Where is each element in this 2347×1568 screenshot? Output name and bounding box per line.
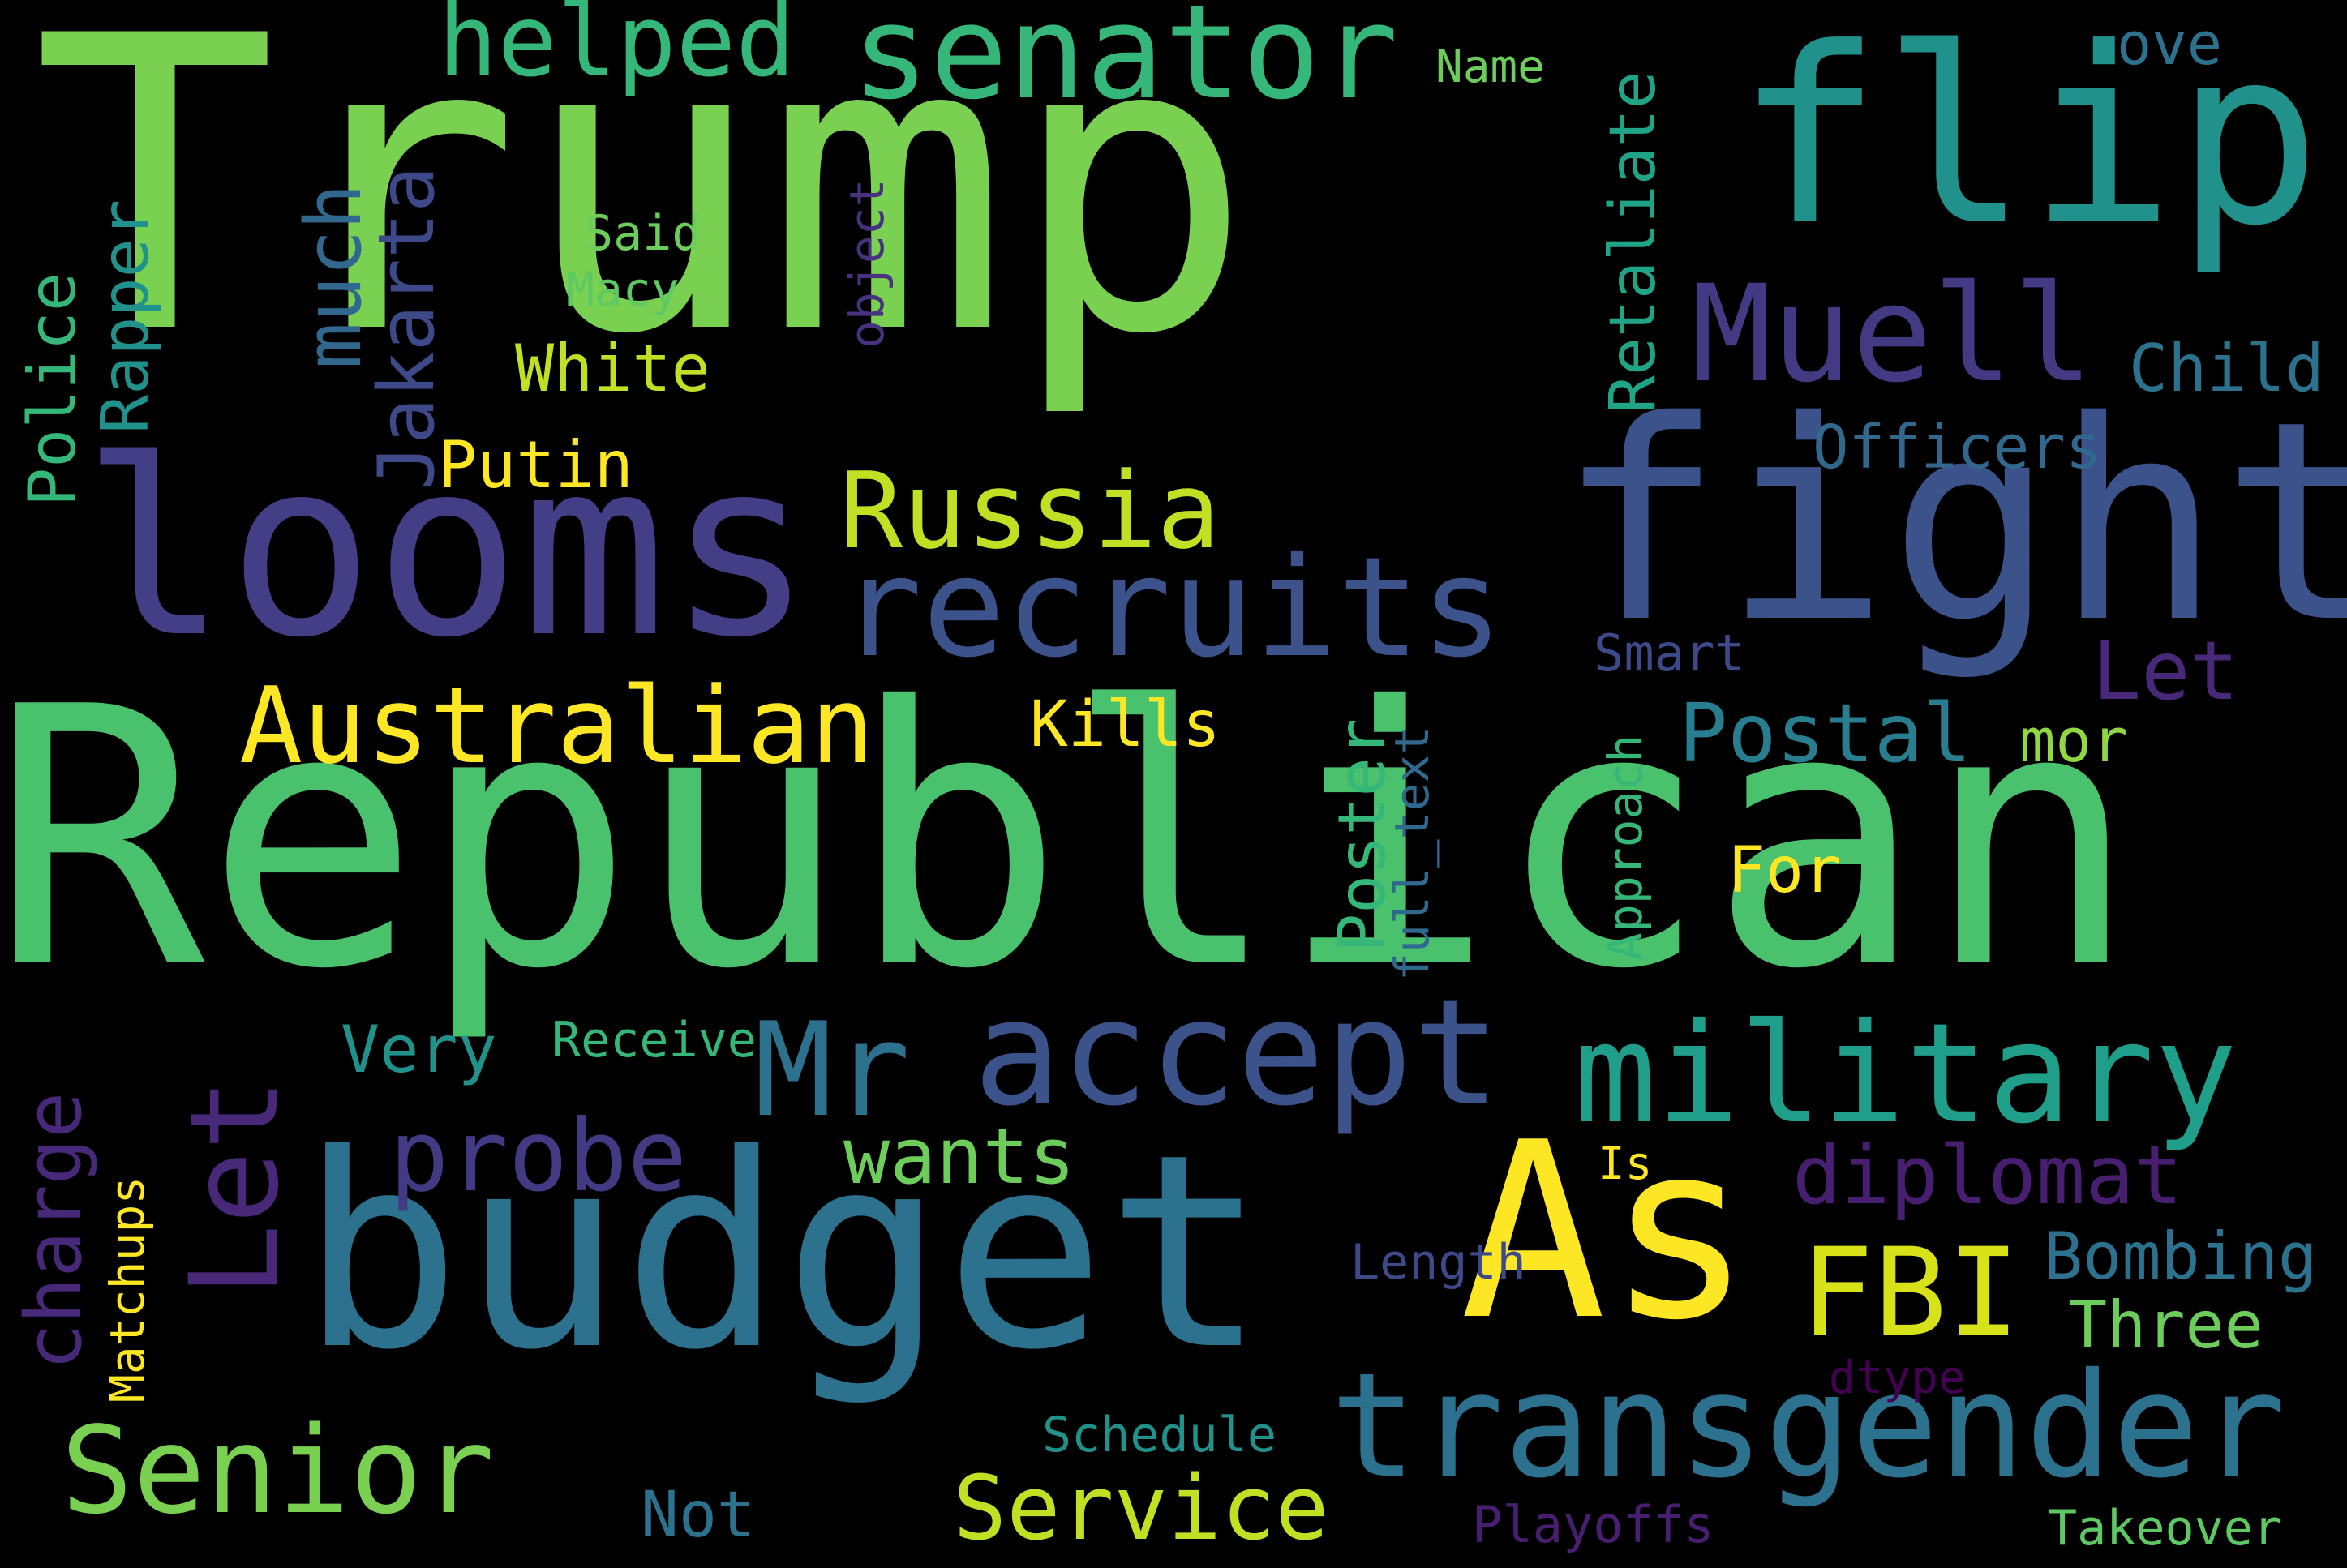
word-military: military bbox=[1573, 994, 2238, 1155]
word-police: Police bbox=[15, 272, 90, 507]
word-macy: Name bbox=[1435, 41, 1545, 93]
word-let-rotated: Let bbox=[165, 1077, 306, 1297]
word-schedule: Takeover bbox=[2048, 1500, 2282, 1557]
word-name: Said bbox=[584, 205, 702, 262]
word-jakarta: Jakarta bbox=[363, 165, 452, 491]
word-very: Child bbox=[2129, 331, 2324, 406]
word-putin: Three bbox=[2068, 1287, 2263, 1363]
word-three: Bombing bbox=[2044, 1219, 2318, 1294]
word-mr: Mr bbox=[754, 994, 911, 1146]
word-as: As bbox=[1460, 1090, 1753, 1373]
word-service: Service bbox=[953, 1456, 1329, 1560]
word-mor: Let bbox=[2092, 623, 2239, 718]
word-white: Officers bbox=[1813, 413, 2102, 482]
word-trump: Trump bbox=[32, 0, 1254, 422]
word-not: Very bbox=[341, 1012, 497, 1087]
word-helped: helped bbox=[438, 0, 796, 99]
word-kills: Not bbox=[641, 1479, 755, 1552]
word-fbi: FBI bbox=[1800, 1223, 2020, 1364]
word-for: Kills bbox=[1030, 688, 1221, 761]
word-length: Receive bbox=[551, 1012, 757, 1069]
word-accept: accept bbox=[973, 969, 1501, 1138]
word-fight: fight bbox=[1557, 362, 2347, 683]
word-retaliate: Retaliate bbox=[1597, 71, 1670, 413]
word-smart: ove bbox=[2117, 10, 2223, 78]
word-child: White bbox=[515, 331, 710, 406]
word-ove: For bbox=[1727, 834, 1842, 907]
word-postal: Postal bbox=[1679, 686, 1972, 781]
word-rapper: Rapper bbox=[88, 199, 163, 434]
word-republican: Republican bbox=[0, 632, 2139, 1047]
word-takeover: Playoffs bbox=[1472, 1495, 1714, 1554]
word-odds: dtype bbox=[1829, 1352, 1966, 1404]
word-officers: Putin bbox=[438, 427, 633, 503]
word-is: Macy bbox=[566, 262, 680, 317]
word-approach: Approach bbox=[1598, 734, 1653, 961]
word-playoffs: Smart bbox=[1594, 623, 1745, 683]
word-senior: Senior bbox=[61, 1401, 495, 1540]
word-object: object bbox=[839, 178, 895, 349]
word-charge: charge bbox=[10, 1091, 99, 1370]
word-dtype: Is bbox=[1598, 1137, 1653, 1190]
word-diplomat: diplomat bbox=[1792, 1128, 2183, 1223]
word-said: Length bbox=[1350, 1234, 1526, 1291]
word-transgender: transgender bbox=[1330, 1342, 2286, 1510]
word-matchups: Matchups bbox=[100, 1176, 155, 1403]
word-budget: budget bbox=[300, 1097, 1268, 1408]
word-much: much bbox=[290, 183, 379, 369]
word-wants: wants bbox=[843, 1112, 1075, 1202]
word-recruits: recruits bbox=[839, 528, 1504, 688]
word-australian: Australian bbox=[239, 664, 874, 787]
word-probe: probe bbox=[389, 1099, 688, 1214]
word-russia: Russia bbox=[839, 449, 1221, 572]
word-receive: Schedule bbox=[1042, 1407, 1276, 1463]
word-bombing: mor bbox=[2019, 706, 2128, 776]
word-muell: Muell bbox=[1691, 256, 2094, 412]
word-looms: looms bbox=[81, 408, 814, 691]
word-full-text: full_text bbox=[1384, 726, 1440, 981]
word-senator: senator bbox=[852, 0, 1399, 128]
word-flip: flip bbox=[1736, 0, 2322, 279]
